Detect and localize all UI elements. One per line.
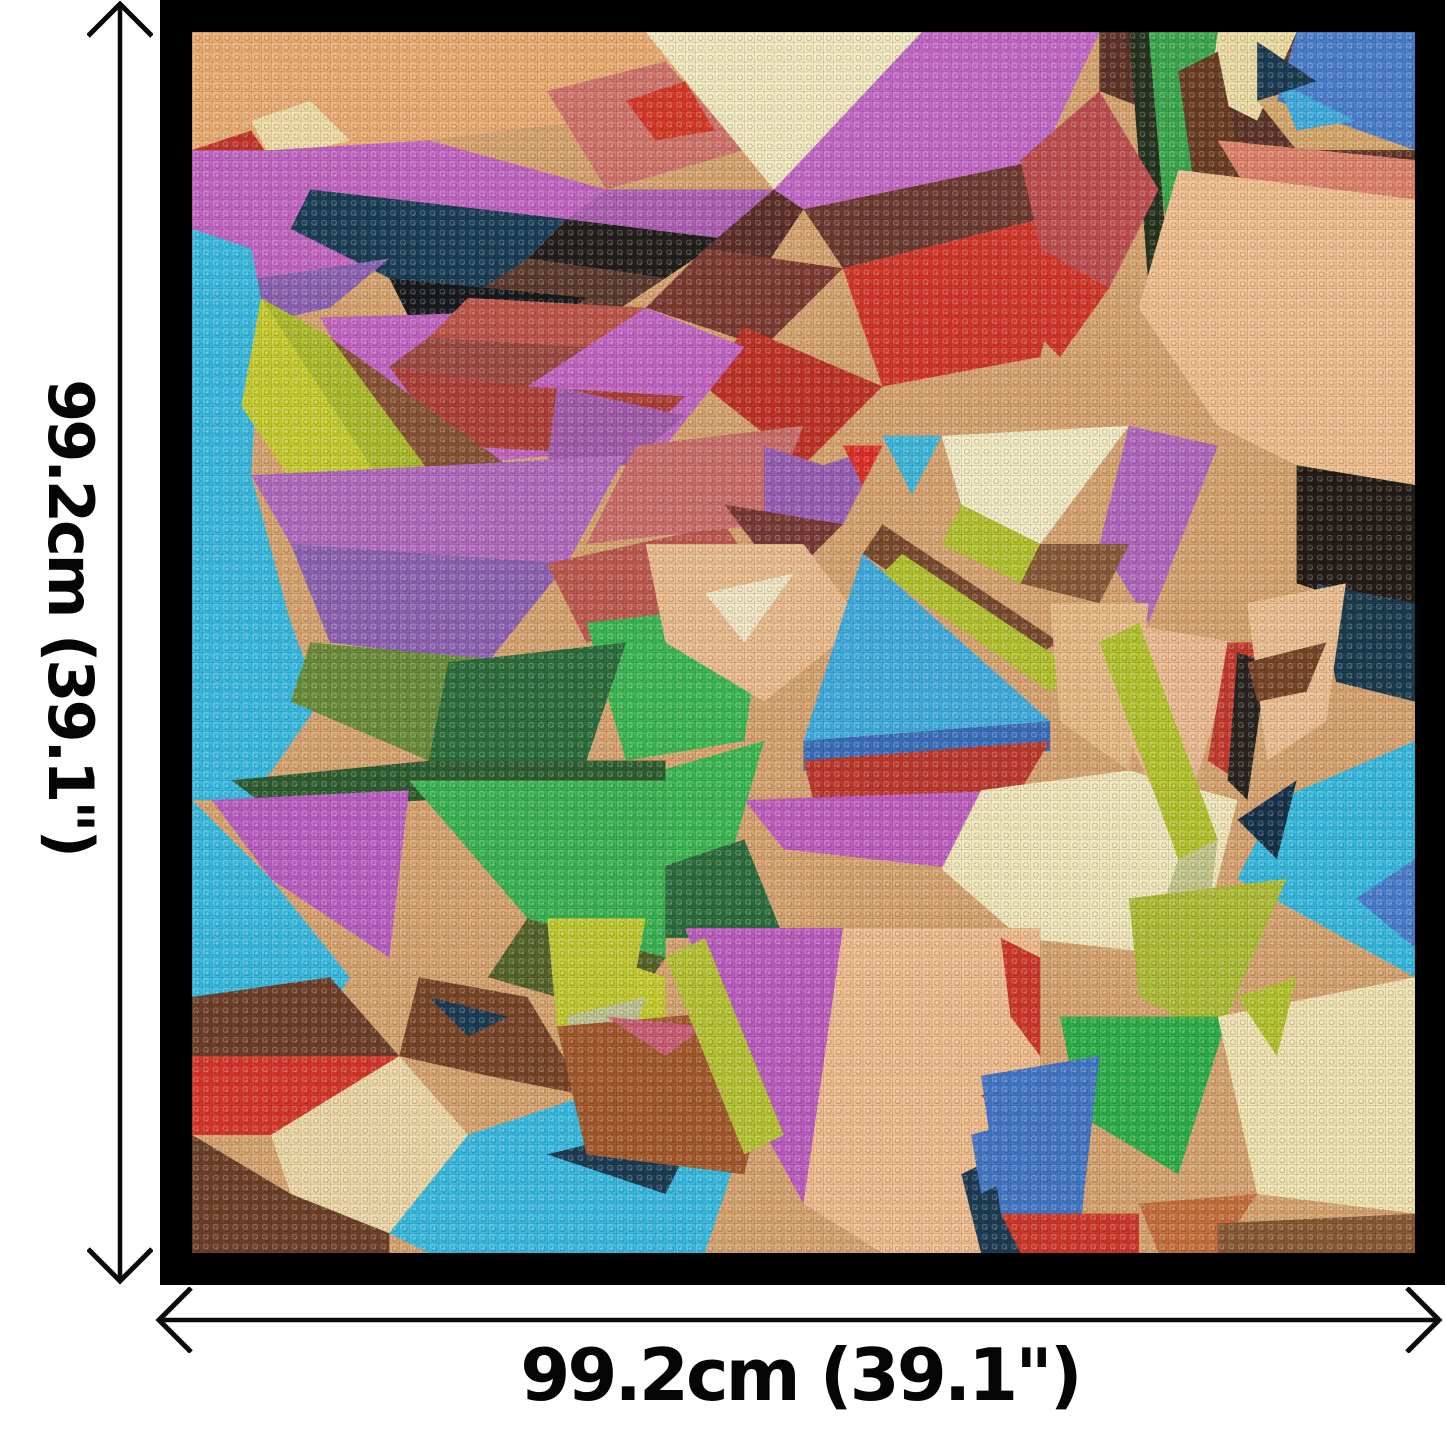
brick-stud-overlay bbox=[192, 32, 1415, 1253]
mosaic-art bbox=[192, 32, 1415, 1253]
width-dimension-label: 99.2cm (39.1") bbox=[520, 1333, 1082, 1417]
width-dimension-arrow bbox=[155, 1287, 1443, 1353]
height-dimension-arrow bbox=[87, 0, 153, 1285]
height-dimension-label: 99.2cm (39.1") bbox=[34, 379, 107, 855]
mosaic-frame bbox=[160, 0, 1445, 1285]
mosaic-svg bbox=[192, 32, 1415, 1253]
